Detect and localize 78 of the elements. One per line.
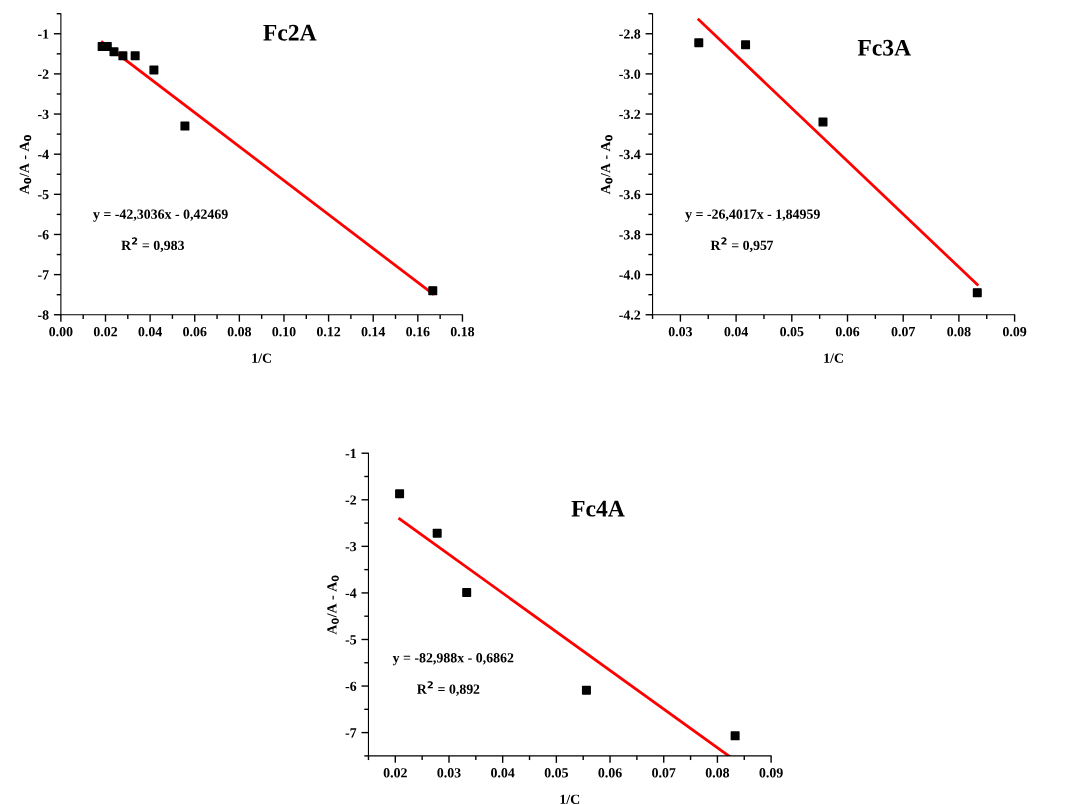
- x-tick-label: 0.05: [780, 326, 804, 337]
- x-tick-label: 0.07: [891, 326, 916, 337]
- y-tick-label: -3: [38, 109, 49, 119]
- point: [395, 489, 405, 499]
- y-tick-label: -3: [345, 541, 357, 552]
- x-tick-label: 0.08: [947, 326, 971, 337]
- y-tick-label: -5: [38, 190, 49, 200]
- x-axis-title: 1/C: [252, 353, 272, 363]
- y-tick-label: -3.4: [619, 149, 641, 160]
- y-tick-label: -4.0: [619, 270, 641, 280]
- point: [118, 51, 128, 61]
- y-tick-label: -3.2: [619, 109, 641, 120]
- x-tick-label: 0.18: [450, 326, 475, 337]
- x-tick-label: 0.16: [406, 326, 430, 337]
- point: [462, 587, 472, 597]
- y-tick-label: -2: [38, 69, 49, 79]
- annotation: R$^{2}$ = 0,983: [121, 237, 185, 253]
- x-tick-label: 0.06: [598, 768, 622, 778]
- y-tick-label: -1: [38, 29, 49, 39]
- x-tick-label: 0.04: [138, 326, 163, 337]
- x-tick-label: 0.05: [544, 768, 568, 778]
- x-tick-label: 0.09: [759, 768, 783, 778]
- y-tick-label: -5: [345, 635, 357, 645]
- x-tick-label: 0.02: [93, 326, 118, 337]
- y-tick-label: -6: [38, 230, 49, 240]
- y-tick-label: -3.8: [619, 230, 641, 240]
- annotation: y = -82,988x - 0,6862: [392, 653, 514, 666]
- annotation: R$^{2}$ = 0,957: [710, 237, 774, 253]
- point: [180, 121, 190, 131]
- point: [972, 288, 982, 298]
- y-tick-label: -8: [38, 310, 49, 320]
- annotation: R$^{2}$ = 0,892: [417, 681, 480, 696]
- y-axis-title: A$_{0}$/A - A$_{0}$: [19, 135, 32, 195]
- x-tick-label: 0.08: [705, 768, 730, 778]
- point: [694, 38, 704, 48]
- text: Fc3A: [857, 39, 911, 56]
- x-tick-label: 0.12: [316, 326, 341, 337]
- x-tick-label: 0.02: [383, 768, 407, 778]
- x-tick-label: 0.07: [652, 768, 676, 778]
- point: [109, 47, 119, 57]
- point: [741, 40, 751, 50]
- x-tick-label: 0.09: [1002, 326, 1027, 337]
- chart-title: Fc2A: [263, 24, 317, 41]
- y-tick-label: -3.0: [619, 69, 641, 79]
- y-tick-label: -1: [345, 448, 356, 459]
- point: [428, 286, 438, 296]
- x-tick-label: 0.14: [361, 326, 386, 337]
- y-tick-label: -7: [38, 270, 49, 280]
- point: [149, 65, 159, 75]
- y-axis-title: A$_{0}$/A - A$_{0}$: [600, 135, 613, 195]
- x-tick-label: 0.10: [272, 326, 296, 337]
- x-tick-label: 0.03: [437, 768, 461, 778]
- text: Fc4A: [571, 500, 625, 517]
- annotation: y = -42,3036x - 0,42469: [93, 209, 228, 222]
- y-tick-label: -7: [345, 728, 357, 738]
- x-tick-label: 0.00: [49, 326, 73, 337]
- point: [581, 685, 591, 695]
- x-tick-label: 0.08: [227, 326, 252, 337]
- y-tick-label: -4.2: [619, 310, 641, 320]
- x-tick-label: 0.04: [491, 768, 515, 778]
- y-tick-label: -2.8: [619, 29, 641, 39]
- y-tick-label: -2: [345, 495, 357, 505]
- y-axis-title: A$_{0}$/A - A$_{0}$: [327, 575, 339, 635]
- y-tick-label: -6: [345, 681, 357, 691]
- point: [130, 51, 140, 61]
- x-tick-label: 0.03: [668, 326, 693, 337]
- x-tick-label: 0.06: [835, 326, 860, 337]
- x-tick-label: 0.06: [183, 326, 207, 337]
- point: [730, 731, 740, 741]
- point: [818, 117, 828, 127]
- x-axis-title: 1/C: [824, 353, 843, 363]
- y-tick-label: -3.6: [619, 189, 641, 200]
- annotation: y = -26,4017x - 1,84959: [685, 209, 820, 222]
- y-tick-label: -4: [38, 149, 49, 159]
- x-axis-title: 1/C: [560, 794, 580, 804]
- point: [432, 528, 442, 538]
- x-tick-label: 0.04: [724, 326, 748, 337]
- y-tick-label: -4: [345, 588, 357, 598]
